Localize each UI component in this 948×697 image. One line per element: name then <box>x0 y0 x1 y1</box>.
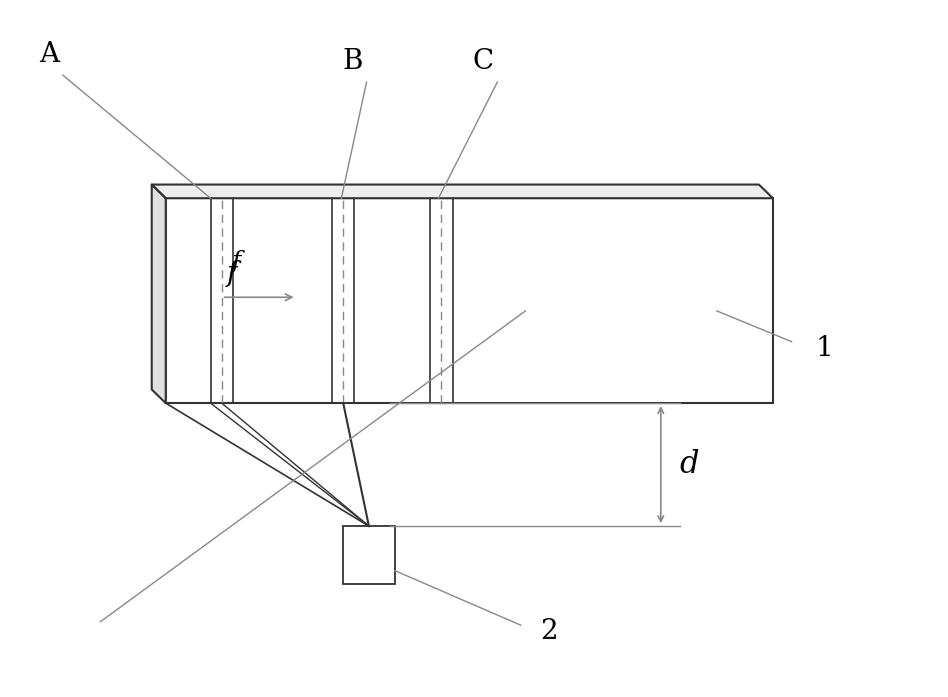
Bar <box>166 198 773 403</box>
Text: d: d <box>680 449 699 480</box>
Bar <box>343 526 394 584</box>
Text: 2: 2 <box>540 618 557 645</box>
Polygon shape <box>152 185 166 403</box>
Text: 1: 1 <box>815 335 833 362</box>
Text: A: A <box>39 41 59 68</box>
Text: f: f <box>231 250 241 273</box>
Text: f: f <box>227 260 237 287</box>
Polygon shape <box>152 185 773 198</box>
Text: C: C <box>473 48 494 75</box>
Text: B: B <box>342 48 363 75</box>
